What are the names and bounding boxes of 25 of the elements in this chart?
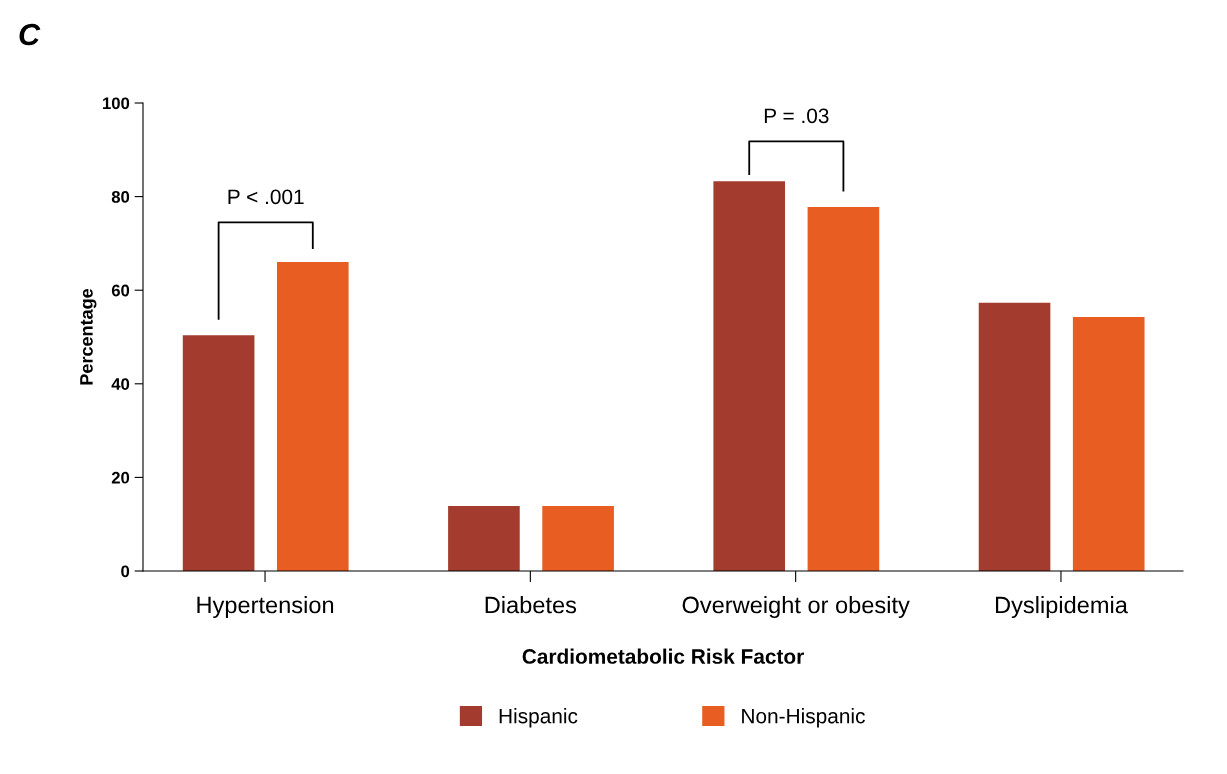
x-tick-label: Overweight or obesity bbox=[682, 596, 910, 619]
x-tick-label: Hypertension bbox=[197, 596, 334, 619]
legend-label: Non-Hispanic bbox=[742, 708, 865, 728]
bar bbox=[978, 302, 1051, 571]
legend-label: Hispanic bbox=[499, 708, 578, 728]
annotation: P < .001 bbox=[228, 189, 304, 205]
y-tick-label: 0 bbox=[121, 565, 130, 578]
annotation: P = .03 bbox=[764, 108, 829, 124]
bar bbox=[542, 505, 614, 571]
bar bbox=[713, 181, 786, 571]
y-tick-label: 100 bbox=[103, 97, 130, 110]
bar bbox=[182, 335, 255, 571]
text: C bbox=[19, 23, 41, 46]
y-tick-label: 20 bbox=[111, 471, 130, 484]
y-axis-title: Percentage bbox=[80, 288, 97, 385]
y-tick-label: 60 bbox=[111, 284, 130, 297]
bar bbox=[276, 262, 349, 571]
x-tick-label: Diabetes bbox=[485, 596, 577, 614]
bar bbox=[1072, 316, 1145, 571]
bar bbox=[807, 206, 880, 571]
x-axis-title: Cardiometabolic Risk Factor bbox=[522, 648, 804, 664]
x-tick-label: Dyslipidemia bbox=[995, 596, 1128, 619]
y-tick-label: 80 bbox=[111, 191, 130, 203]
bar bbox=[448, 505, 520, 571]
y-tick-label: 40 bbox=[111, 378, 130, 390]
